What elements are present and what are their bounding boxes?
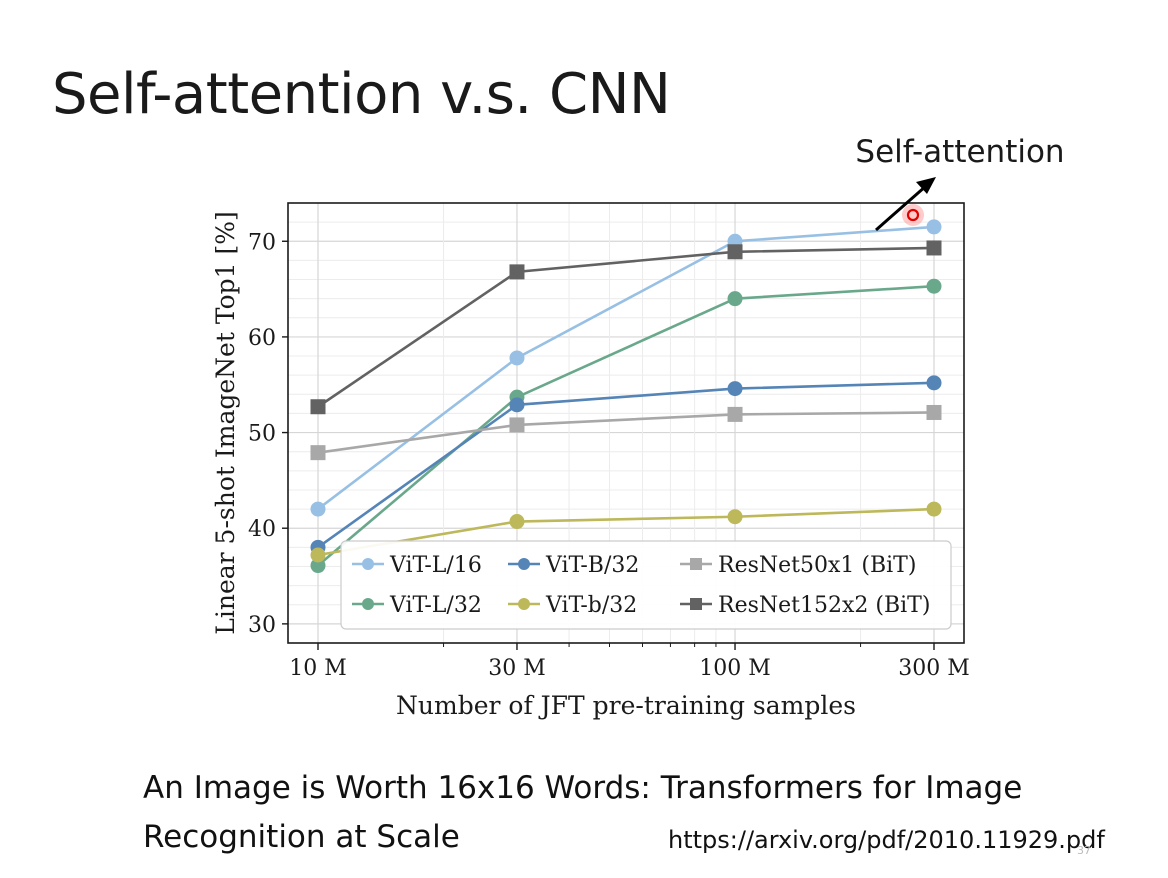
series-vit-b-32: [310, 501, 942, 563]
data-point: [926, 375, 942, 391]
x-tick-label: 30 M: [488, 656, 546, 681]
legend-marker: [690, 558, 702, 570]
data-point: [926, 404, 942, 420]
data-point: [727, 381, 743, 397]
data-point: [926, 278, 942, 294]
x-tick-label: 100 M: [699, 656, 771, 681]
series-layer: [310, 219, 942, 574]
legend-marker: [690, 598, 702, 610]
legend-label: ResNet50x1 (BiT): [718, 553, 916, 578]
data-point: [509, 264, 525, 280]
series-line-vit-b-32: [317, 507, 935, 557]
data-point: [509, 397, 525, 413]
data-point: [727, 291, 743, 307]
y-tick-label: 40: [248, 517, 276, 542]
series-line-resnet152x2-bit: [317, 246, 935, 408]
y-tick-label: 70: [248, 230, 276, 255]
series-line-resnet50x1-bit: [317, 411, 935, 454]
series-line-vit-l-16: [317, 225, 935, 511]
series-line-vit-l-32: [317, 284, 935, 567]
legend-item-resnet50x1-bit: ResNet50x1 (BiT): [680, 553, 916, 578]
legend-item-resnet152x2-bit: ResNet152x2 (BiT): [680, 593, 930, 618]
y-tick-label: 50: [248, 422, 276, 447]
callout-arrowhead: [916, 177, 936, 194]
legend-marker: [518, 598, 530, 610]
legend-item-vit-b-32: ViT-B/32: [508, 553, 639, 578]
data-point: [509, 417, 525, 433]
y-tick-label: 60: [248, 326, 276, 351]
legend-marker: [362, 598, 374, 610]
data-point: [310, 445, 326, 461]
legend-item-vit-l-32: ViT-L/32: [352, 593, 482, 618]
data-point: [727, 406, 743, 422]
callout-label: Self-attention: [855, 134, 1064, 170]
data-point: [727, 509, 743, 525]
series-line-vit-b-32: [317, 381, 935, 549]
citation-line-1: An Image is Worth 16x16 Words: Transform…: [143, 770, 1023, 806]
series-vit-l-16: [310, 219, 942, 517]
cursor-highlight: [902, 204, 924, 226]
paper-citation: An Image is Worth 16x16 Words: Transform…: [143, 764, 1103, 862]
series-vit-l-32: [310, 278, 942, 574]
series-vit-b-32: [310, 375, 942, 555]
plot-frame: [287, 202, 965, 644]
legend-marker: [362, 558, 374, 570]
slide-title: Self-attention v.s. CNN: [52, 62, 671, 127]
x-axis-label: Number of JFT pre-training samples: [396, 691, 856, 720]
series-resnet152x2-bit: [310, 240, 942, 415]
data-point: [509, 514, 525, 530]
x-tick-label: 300 M: [898, 656, 970, 681]
legend-item-vit-b-32: ViT-b/32: [508, 593, 637, 618]
data-point: [310, 547, 326, 563]
legend-item-vit-l-16: ViT-L/16: [352, 553, 482, 578]
legend-label: ViT-B/32: [545, 553, 639, 578]
data-point: [310, 501, 326, 517]
legend-marker: [518, 558, 530, 570]
legend-label: ViT-b/32: [545, 593, 637, 618]
data-point: [926, 501, 942, 517]
y-tick-label: 30: [248, 613, 276, 638]
legend-label: ViT-L/32: [389, 593, 482, 618]
data-point: [310, 399, 326, 415]
citation-line-2: Recognition at Scale: [143, 819, 460, 855]
legend-label: ResNet152x2 (BiT): [718, 593, 930, 618]
legend: ViT-L/16 ViT-L/32 ViT-B/32 ViT-b/32 ResNet50…: [340, 540, 952, 630]
data-point: [926, 240, 942, 256]
legend-box: [340, 540, 952, 630]
x-tick-label: 10 M: [289, 656, 347, 681]
legend-label: ViT-L/16: [389, 553, 482, 578]
data-point: [926, 219, 942, 235]
data-point: [310, 558, 326, 574]
self-attention-callout: Self-attention: [855, 134, 1065, 232]
axis-ticks: 30 40 50 60 70 10 M 30 M 100 M 300 M: [248, 230, 970, 681]
data-point: [509, 350, 525, 366]
page-number: 37: [1077, 844, 1091, 857]
callout-arrow: [875, 184, 927, 232]
cursor-dot: [906, 208, 920, 222]
y-axis-label: Linear 5-shot ImageNet Top1 [%]: [211, 211, 240, 634]
data-point: [727, 244, 743, 260]
paper-url[interactable]: https://arxiv.org/pdf/2010.11929.pdf: [668, 826, 1105, 854]
series-resnet50x1-bit: [310, 404, 942, 461]
